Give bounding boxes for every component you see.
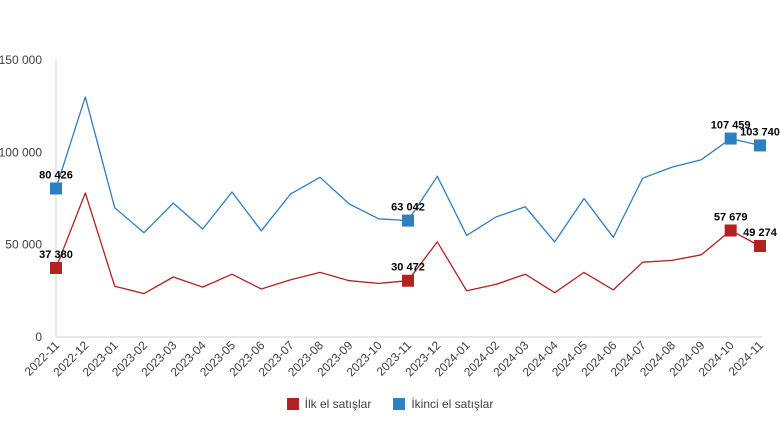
data-label: 63 042 <box>391 202 425 214</box>
data-point-marker <box>754 240 766 253</box>
data-label: 30 472 <box>391 262 425 274</box>
x-tick-labels: 2022-112022-122023-012023-022023-032023-… <box>22 338 767 379</box>
y-tick-label: 50 000 <box>5 238 42 252</box>
data-label: 49 274 <box>743 227 778 239</box>
data-point-marker <box>50 182 62 195</box>
y-tick-label: 0 <box>35 330 42 344</box>
legend-label-ikinci-el: İkinci el satışlar <box>411 397 494 411</box>
legend-swatch-ilk-el <box>286 398 299 410</box>
data-label: 80 426 <box>39 169 73 181</box>
data-point-marker <box>724 132 737 145</box>
data-point-marker <box>50 261 62 274</box>
data-labels: 37 380 30 472 57 679 49 274 80 426 63 042 107 … <box>39 120 780 274</box>
data-label: 57 679 <box>714 211 748 223</box>
y-tick-labels: 0 50 000 100 000 150 000 <box>0 53 42 344</box>
legend-label-ilk-el: İlk el satışlar <box>304 397 372 411</box>
data-label: 103 740 <box>740 126 780 138</box>
data-point-marker <box>724 224 737 237</box>
data-point-marker <box>402 274 414 287</box>
data-point-marker <box>754 139 766 152</box>
y-tick-label: 100 000 <box>0 145 42 159</box>
data-label: 107 459 <box>711 120 751 132</box>
data-label: 37 380 <box>39 249 73 261</box>
series-group <box>50 96 766 295</box>
y-tick-label: 150 000 <box>0 53 42 67</box>
legend: İlk el satışlar İkinci el satışlar <box>0 397 780 411</box>
legend-swatch-ikinci-el <box>393 398 406 410</box>
legend-item-ikinci-el[interactable]: İkinci el satışlar <box>393 397 493 411</box>
data-point-marker <box>402 214 414 227</box>
legend-item-ilk-el[interactable]: İlk el satışlar <box>286 397 372 411</box>
